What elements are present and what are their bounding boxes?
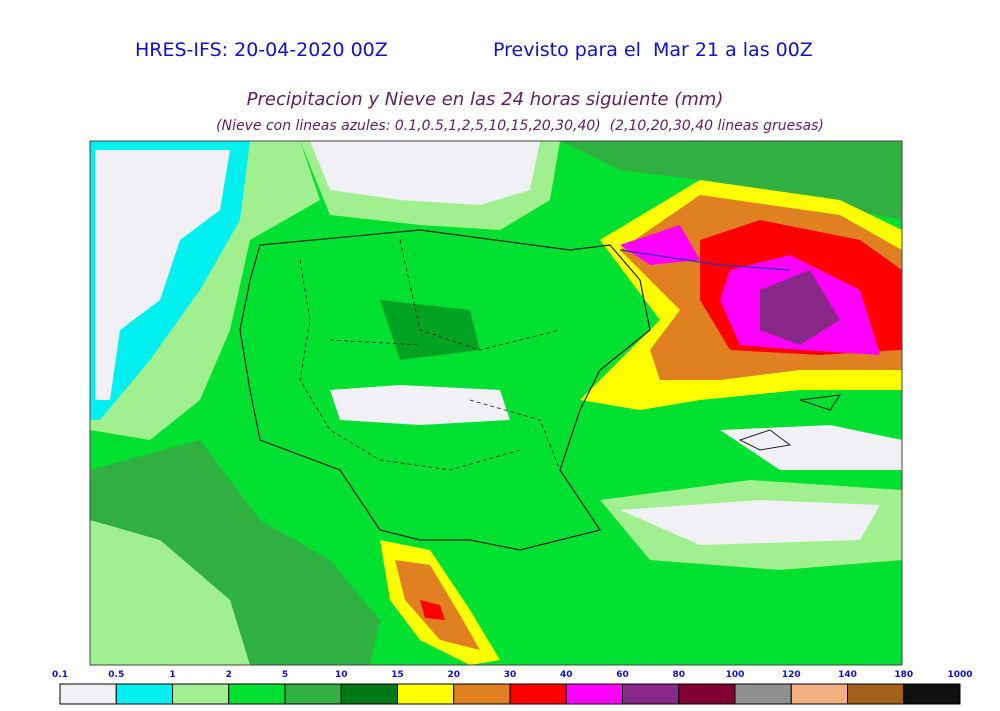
legend-label: 60 (616, 670, 629, 680)
legend-label: 100 (726, 670, 745, 680)
legend-label: 0.5 (108, 670, 124, 680)
legend-label: 80 (672, 670, 685, 680)
legend-swatch (903, 683, 961, 705)
legend-swatch (622, 683, 680, 705)
legend: 0.1 0.5 1 2 5 10 15 20 30 40 60 80 100 120 140 180 1000 (52, 670, 973, 705)
legend-label: 1 (169, 670, 175, 680)
run-label: HRES-IFS: 20-04-2020 00Z (135, 39, 388, 61)
legend-label: 1000 (947, 670, 972, 680)
valid-label: Previsto para el Mar 21 a las 00Z (493, 39, 813, 61)
legend-swatch (172, 683, 230, 705)
legend-swatch (340, 683, 398, 705)
legend-swatch (847, 683, 905, 705)
legend-swatch (59, 683, 117, 705)
legend-swatch (228, 683, 286, 705)
legend-swatch (115, 683, 173, 705)
legend-swatch (453, 683, 511, 705)
legend-label: 180 (894, 670, 913, 680)
legend-label: 0.1 (52, 670, 68, 680)
legend-swatch (397, 683, 455, 705)
legend-swatch (565, 683, 623, 705)
legend-label: 5 (282, 670, 288, 680)
title: Precipitacion y Nieve en las 24 horas si… (247, 89, 724, 110)
legend-label: 30 (504, 670, 517, 680)
legend-swatch (509, 683, 567, 705)
legend-label: 10 (335, 670, 348, 680)
legend-swatch (678, 683, 736, 705)
legend-label: 40 (560, 670, 573, 680)
legend-swatch (790, 683, 848, 705)
subtitle: (Nieve con lineas azules: 0.1,0.5,1,2,5,… (216, 118, 824, 134)
legend-label: 2 (226, 670, 232, 680)
legend-label: 140 (838, 670, 857, 680)
legend-label: 120 (782, 670, 801, 680)
legend-swatch (734, 683, 792, 705)
map (89, 140, 903, 666)
legend-label: 20 (447, 670, 460, 680)
legend-swatch (284, 683, 342, 705)
legend-label: 15 (391, 670, 404, 680)
